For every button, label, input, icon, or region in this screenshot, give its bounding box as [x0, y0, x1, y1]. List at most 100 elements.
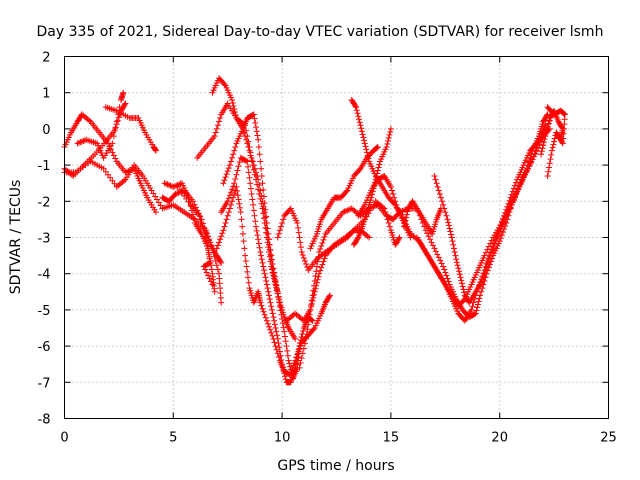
data-point — [469, 303, 476, 310]
data-point — [237, 204, 244, 211]
data-point — [482, 249, 489, 256]
data-point — [171, 183, 178, 190]
data-point — [224, 168, 231, 175]
data-point — [304, 326, 311, 333]
data-point — [227, 158, 234, 165]
data-point — [107, 174, 114, 181]
data-point — [109, 177, 116, 184]
data-point — [355, 116, 362, 123]
data-point — [181, 192, 188, 199]
data-point — [370, 185, 377, 192]
data-point — [243, 136, 250, 143]
data-point — [123, 168, 130, 175]
data-point — [202, 266, 209, 273]
data-point — [86, 117, 93, 124]
data-point — [212, 129, 219, 136]
data-point — [304, 264, 311, 271]
data-point — [506, 204, 513, 211]
data-point — [481, 270, 488, 277]
data-point — [318, 264, 325, 271]
data-point — [428, 239, 435, 246]
data-point — [403, 211, 410, 218]
data-track — [538, 107, 566, 179]
plot-frame — [64, 56, 609, 419]
data-point — [431, 172, 438, 179]
data-point — [257, 158, 264, 165]
data-point — [185, 198, 192, 205]
data-point — [263, 277, 270, 284]
data-point — [545, 168, 552, 175]
data-point — [231, 180, 238, 187]
data-point — [102, 168, 109, 175]
data-point — [254, 181, 261, 188]
data-point — [520, 174, 527, 181]
data-point — [226, 162, 233, 169]
data-point — [252, 119, 259, 126]
data-point — [234, 188, 241, 195]
data-point — [268, 306, 275, 313]
data-point — [230, 194, 237, 201]
data-point — [459, 283, 466, 290]
data-point — [286, 360, 293, 367]
data-point — [362, 143, 369, 150]
data-point — [509, 198, 516, 205]
data-point — [232, 175, 239, 182]
data-point — [371, 182, 378, 189]
data-point — [503, 210, 510, 217]
data-point — [516, 183, 523, 190]
data-point — [221, 223, 228, 230]
data-point — [560, 110, 567, 117]
data-point — [260, 267, 267, 274]
data-point — [404, 208, 411, 215]
data-point — [231, 191, 238, 198]
data-point — [400, 207, 407, 214]
data-track — [414, 111, 551, 321]
data-point — [377, 158, 384, 165]
data-point — [391, 194, 398, 201]
data-point — [501, 213, 508, 220]
data-point — [487, 240, 494, 247]
data-point — [306, 311, 313, 318]
data-point — [202, 234, 209, 241]
data-point — [116, 104, 123, 111]
data-point — [249, 162, 256, 169]
data-point — [384, 137, 391, 144]
data-point — [245, 144, 252, 150]
data-point — [212, 258, 219, 265]
data-track — [61, 111, 159, 216]
data-point — [208, 278, 215, 285]
data-point — [542, 133, 549, 140]
data-point — [256, 191, 263, 198]
data-point — [203, 269, 210, 276]
data-point — [250, 207, 257, 214]
data-point — [272, 325, 279, 331]
data-point — [530, 153, 537, 160]
data-point — [453, 259, 460, 266]
data-point — [270, 335, 277, 342]
data-point — [552, 132, 559, 139]
data-point — [309, 297, 316, 304]
data-point — [313, 268, 320, 275]
data-point — [100, 165, 107, 172]
data-point — [229, 186, 236, 193]
data-point — [205, 272, 212, 279]
data-point — [386, 223, 393, 230]
y-tick-labels: 2 1 0 -1 -2 -3 -4 -5 -6 -7 -8 — [38, 51, 51, 428]
data-point — [223, 171, 230, 178]
data-point — [387, 128, 394, 135]
data-point — [442, 269, 449, 276]
data-point — [321, 250, 328, 257]
data-point — [523, 168, 530, 175]
data-point — [314, 276, 321, 283]
data-point — [443, 272, 450, 279]
data-point — [444, 216, 451, 223]
data-point — [489, 247, 496, 254]
data-point — [213, 125, 220, 132]
x-tick-label: 15 — [383, 431, 400, 446]
data-point — [265, 230, 272, 237]
data-point — [235, 163, 242, 170]
data-point — [223, 216, 230, 223]
data-point — [511, 192, 518, 199]
data-point — [311, 291, 318, 298]
data-point — [231, 109, 238, 116]
